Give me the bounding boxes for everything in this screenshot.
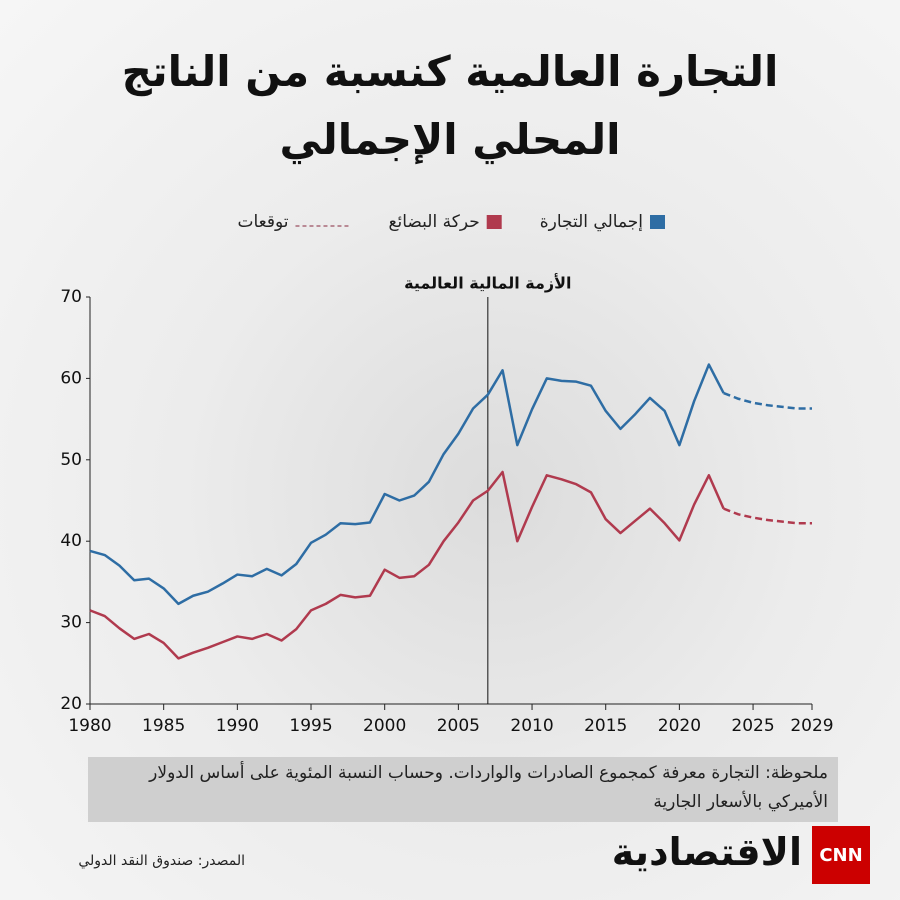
y-tick-label: 40 bbox=[60, 531, 82, 551]
legend-label: حركة البضائع bbox=[388, 212, 479, 232]
legend-swatch bbox=[486, 215, 502, 229]
line-series bbox=[89, 363, 725, 606]
brand-logo: CNN bbox=[812, 826, 870, 884]
y-tick-label: 30 bbox=[60, 613, 82, 633]
x-tick-label: 2025 bbox=[731, 716, 774, 736]
source: المصدر: صندوق النقد الدولي bbox=[78, 853, 245, 869]
legend-label: إجمالي التجارة bbox=[540, 212, 643, 232]
x-tick-label: 2010 bbox=[510, 716, 553, 736]
x-tick-label: 1980 bbox=[68, 716, 111, 736]
annotation-label: الأزمة المالية العالمية bbox=[404, 274, 571, 293]
x-tick-label: 2005 bbox=[437, 716, 480, 736]
x-tick-label: 2015 bbox=[584, 716, 627, 736]
forecast-line bbox=[723, 507, 812, 525]
legend-label: توقعات bbox=[237, 212, 288, 232]
x-tick-label: 1995 bbox=[289, 716, 332, 736]
x-tick-label: 2000 bbox=[363, 716, 406, 736]
brand-name: الاقتصادية bbox=[611, 830, 802, 874]
note: ملحوظة: التجارة معرفة كمجموع الصادرات وا… bbox=[88, 757, 838, 822]
legend-swatch bbox=[650, 215, 665, 229]
y-tick-label: 50 bbox=[60, 450, 82, 470]
x-tick-label: 2029 bbox=[790, 716, 833, 736]
x-tick-label: 2020 bbox=[658, 716, 701, 736]
x-tick-label: 1990 bbox=[216, 716, 259, 736]
line-series bbox=[89, 470, 725, 660]
y-tick-label: 60 bbox=[60, 368, 82, 388]
y-tick-label: 70 bbox=[60, 287, 82, 307]
chart-title: التجارة العالمية كنسبة من الناتج المحلي … bbox=[121, 47, 779, 164]
forecast-line bbox=[723, 391, 812, 410]
x-tick-label: 1985 bbox=[142, 716, 185, 736]
y-tick-label: 20 bbox=[60, 694, 82, 714]
